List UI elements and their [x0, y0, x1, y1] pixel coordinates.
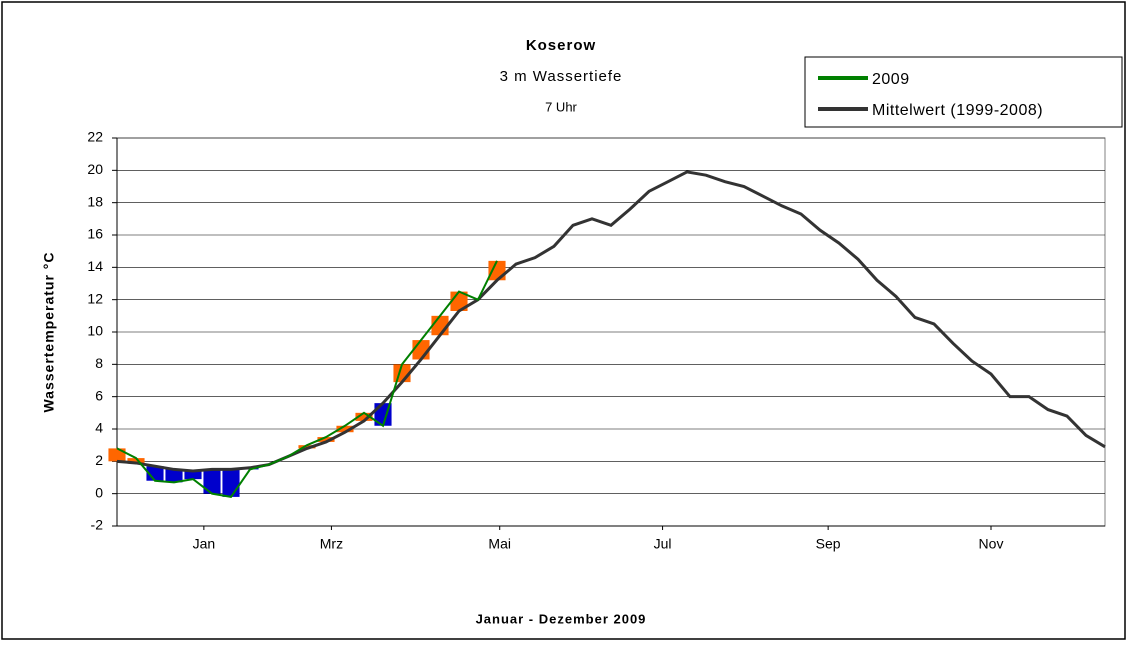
x-axis-label: Januar - Dezember 2009	[476, 611, 647, 626]
x-tick-label: Mrz	[320, 536, 343, 552]
y-tick-label: 6	[95, 387, 103, 403]
legend-box	[804, 56, 1123, 128]
x-tick-label: Sep	[816, 536, 841, 552]
deviation-bar	[184, 471, 202, 480]
x-tick-label: Mai	[488, 536, 511, 552]
deviation-bar	[488, 260, 506, 281]
legend: 2009 Mittelwert (1999-2008)	[804, 56, 1123, 128]
y-tick-label: 8	[95, 355, 103, 371]
x-tick-label: Nov	[979, 536, 1004, 552]
y-tick-label: -2	[91, 517, 104, 533]
chart-subtitle: 3 m Wassertiefe	[500, 68, 623, 85]
legend-label: 2009	[872, 71, 910, 88]
deviation-bar	[127, 458, 145, 463]
y-tick-label: 22	[87, 129, 103, 145]
series-line	[116, 260, 498, 498]
deviation-bar	[165, 469, 183, 483]
x-tick-label: Jul	[654, 536, 672, 552]
annotation: 7 Uhr	[545, 99, 577, 114]
y-tick-label: 20	[87, 161, 103, 177]
deviation-bar	[203, 469, 221, 494]
y-tick-label: 10	[87, 323, 103, 339]
y-tick-label: 4	[95, 420, 103, 436]
x-tick-label: Jan	[193, 536, 216, 552]
y-tick-label: 0	[95, 484, 103, 500]
deviation-bar	[317, 437, 335, 442]
y-axis-label: Wassertemperatur °C	[41, 251, 57, 412]
y-tick-label: 18	[87, 193, 103, 209]
deviation-bar	[336, 425, 354, 433]
chart-title: Koserow	[526, 37, 596, 54]
deviation-bar	[298, 445, 316, 449]
y-tick-label: 14	[87, 258, 103, 274]
y-tick-label: 16	[87, 226, 103, 242]
y-tick-label: 12	[87, 290, 103, 306]
legend-label: Mittelwert (1999-2008)	[872, 102, 1043, 119]
deviation-bar	[355, 412, 373, 421]
y-tick-label: 2	[95, 452, 103, 468]
deviation-bar	[222, 469, 240, 497]
